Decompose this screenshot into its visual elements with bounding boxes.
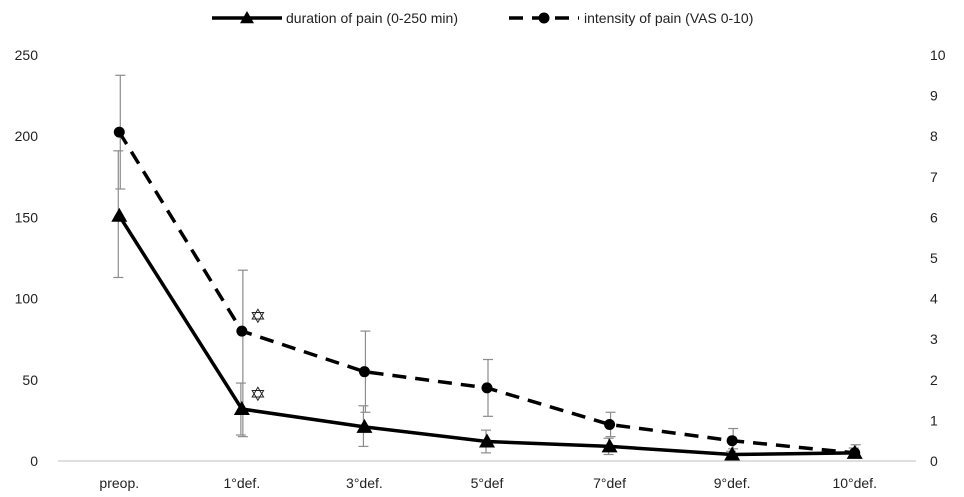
y-right-tick-label: 0 — [930, 453, 938, 469]
x-tick-label: 10°def. — [832, 475, 877, 491]
y-right-tick-label: 5 — [930, 250, 938, 266]
data-point-intensity — [849, 447, 861, 459]
legend-marker-duration — [240, 11, 254, 24]
y-right-tick-label: 6 — [930, 209, 938, 225]
series-line-intensity — [117, 131, 855, 455]
y-right-tick-label: 10 — [930, 47, 946, 63]
data-point-intensity — [236, 325, 248, 337]
x-tick-label: preop. — [99, 475, 139, 491]
legend-label-duration: duration of pain (0-250 min) — [286, 10, 458, 26]
x-tick-label: 5°def — [471, 475, 504, 491]
data-point-duration — [479, 433, 495, 448]
legend-label-intensity: intensity of pain (VAS 0-10) — [584, 10, 753, 26]
y-left-tick-label: 200 — [15, 128, 39, 144]
x-tick-label: 7°def — [593, 475, 626, 491]
y-left-tick-label: 50 — [22, 372, 38, 388]
data-point-duration — [724, 446, 741, 461]
y-right-tick-label: 1 — [930, 412, 938, 428]
data-point-intensity — [113, 126, 125, 138]
data-point-duration — [233, 401, 250, 416]
y-left-tick-label: 250 — [15, 47, 39, 63]
data-point-duration — [356, 418, 373, 433]
y-left-tick-label: 100 — [15, 291, 39, 307]
x-tick-label: 1°def. — [223, 475, 260, 491]
data-point-duration — [601, 438, 618, 453]
y-right-tick-label: 7 — [930, 169, 938, 185]
y-left-tick-label: 150 — [15, 209, 39, 225]
data-point-intensity — [604, 418, 616, 430]
data-point-intensity — [481, 382, 493, 394]
y-right-tick-label: 9 — [930, 88, 938, 104]
significance-star-annotation: ✡ — [249, 382, 266, 406]
data-point-duration — [111, 207, 128, 222]
y-right-tick-label: 2 — [930, 372, 938, 388]
x-tick-label: 3°def. — [346, 475, 383, 491]
legend-marker-intensity — [538, 12, 550, 24]
series-line-duration — [117, 214, 855, 457]
y-left-tick-label: 0 — [30, 453, 38, 469]
y-right-tick-label: 4 — [930, 291, 938, 307]
y-right-tick-label: 3 — [930, 331, 938, 347]
significance-star-annotation: ✡ — [249, 304, 266, 328]
x-tick-label: 9°def. — [714, 475, 751, 491]
y-right-tick-label: 8 — [930, 128, 938, 144]
data-point-intensity — [358, 366, 370, 378]
data-point-intensity — [726, 435, 738, 447]
